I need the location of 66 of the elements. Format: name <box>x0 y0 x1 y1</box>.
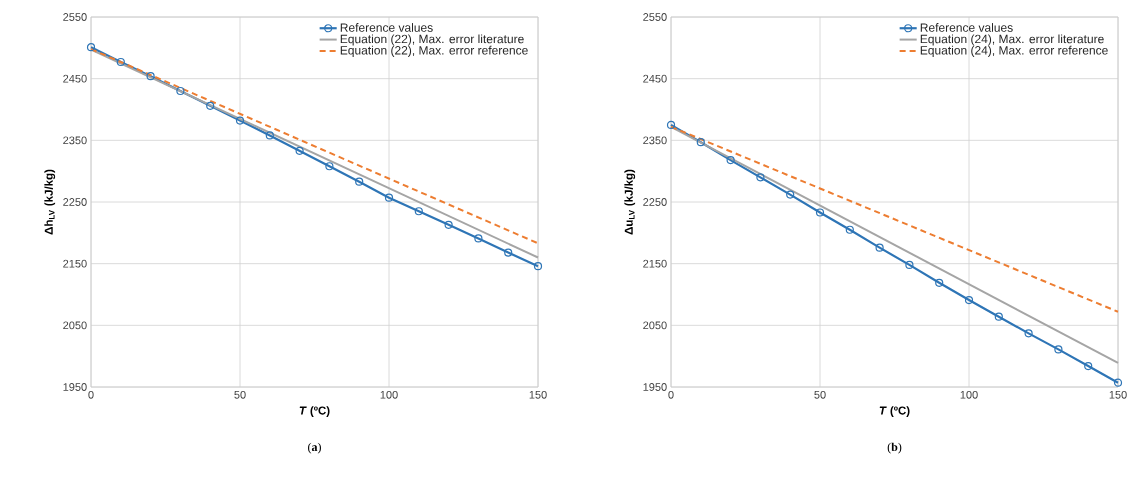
legend-label: Equation (24), Max. error literature <box>920 34 1104 46</box>
point <box>355 177 364 186</box>
point <box>845 225 854 234</box>
point <box>964 295 974 305</box>
y-tick-label: 2550 <box>63 13 87 21</box>
point <box>86 43 96 52</box>
point <box>325 162 334 171</box>
x-axis-title: T (ºC) <box>299 406 330 417</box>
point <box>384 193 394 202</box>
point <box>815 208 825 217</box>
y-tick-label: 2250 <box>63 198 87 206</box>
y-tick-label: 2350 <box>643 136 667 145</box>
point <box>1113 378 1123 387</box>
point <box>756 173 765 182</box>
x-tick-label: 150 <box>1109 390 1127 399</box>
point <box>474 234 483 243</box>
x-tick-label: 0 <box>88 390 94 399</box>
point <box>295 146 304 155</box>
x-tick-label: 100 <box>960 390 978 399</box>
point <box>1024 329 1033 338</box>
point <box>533 262 543 271</box>
y-tick-label: 2150 <box>643 259 667 268</box>
point <box>666 120 676 130</box>
point <box>875 243 884 252</box>
x-tick-label: 50 <box>814 390 826 399</box>
y-axis-title: Δu$_{LV}$ (kJ/kg) <box>624 169 636 235</box>
point <box>265 131 274 140</box>
point <box>1054 345 1063 354</box>
x-tick-label: 150 <box>529 390 547 399</box>
y-tick-label: 2050 <box>643 321 667 330</box>
legend-label: Reference values <box>920 23 1013 32</box>
text: (b) <box>887 442 902 454</box>
point <box>414 207 423 216</box>
point <box>206 101 215 110</box>
point <box>994 312 1003 321</box>
y-tick-label: 2450 <box>643 74 667 83</box>
point <box>696 138 705 147</box>
y-tick-label: 2250 <box>643 198 667 206</box>
point <box>726 155 735 165</box>
y-tick-label: 1950 <box>643 383 667 391</box>
legend-label: Equation (22), Max. error reference <box>340 45 528 57</box>
y-tick-label: 1950 <box>63 383 87 391</box>
point <box>1084 361 1093 371</box>
y-tick-label: 2350 <box>63 136 87 145</box>
point <box>504 248 513 257</box>
point <box>235 116 245 125</box>
x-tick-label: 100 <box>380 390 398 399</box>
x-tick-label: 0 <box>668 390 674 399</box>
point <box>935 278 944 287</box>
legend-label: Equation (22), Max. error literature <box>340 34 524 46</box>
y-tick-label: 2150 <box>63 259 87 268</box>
text: (a) <box>308 442 321 454</box>
point <box>146 72 155 81</box>
y-tick-label: 2550 <box>643 13 667 21</box>
x-tick-label: 50 <box>234 390 246 399</box>
point <box>905 260 914 269</box>
point <box>176 86 185 96</box>
y-tick-label: 2050 <box>63 321 87 330</box>
x-axis-title: T (ºC) <box>879 406 910 417</box>
y-axis-title: Δh$_{LV}$ (kJ/kg) <box>44 169 56 235</box>
y-tick-label: 2450 <box>63 74 87 83</box>
legend-label: Equation (24), Max. error reference <box>920 45 1108 57</box>
point <box>116 57 125 67</box>
point <box>786 190 795 199</box>
point <box>444 220 453 229</box>
legend-label: Reference values <box>340 23 433 32</box>
